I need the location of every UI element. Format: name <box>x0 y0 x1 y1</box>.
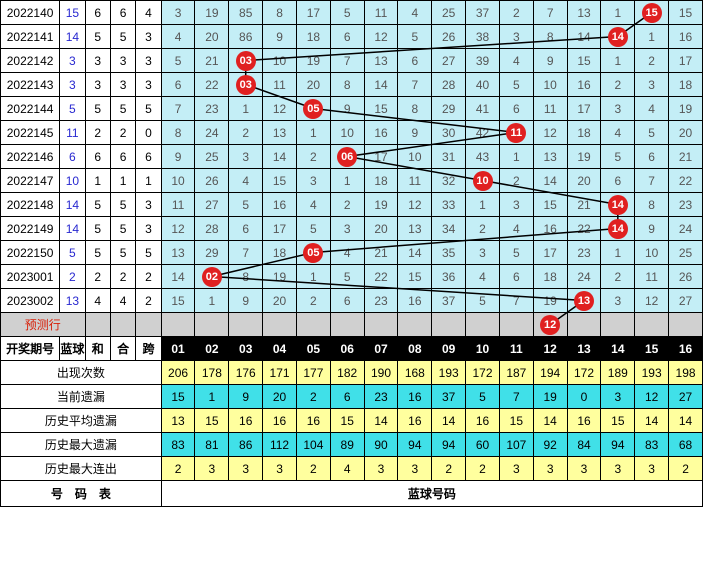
table-row: 2022140156643198581751142537271311515 <box>1 1 703 25</box>
ball-marker: 05 <box>303 99 323 119</box>
table-row: 202214233335210310197136273949151217 <box>1 49 703 73</box>
draw-number: 2022140 <box>1 1 60 25</box>
blue-value: 2 <box>60 265 85 289</box>
table-row: 20221471011110264153118113210214206722 <box>1 169 703 193</box>
table-row: 202214455557231120591582941611173419 <box>1 97 703 121</box>
draw-number: 2022148 <box>1 193 60 217</box>
blue-value: 14 <box>60 193 85 217</box>
ball-marker: 11 <box>506 123 526 143</box>
blue-value: 5 <box>60 97 85 121</box>
ball-marker: 05 <box>303 243 323 263</box>
blue-value: 13 <box>60 289 85 313</box>
table-row: 2023002134421519202623163757191331227 <box>1 289 703 313</box>
predict-label: 预测行 <box>1 313 86 337</box>
blue-value: 6 <box>60 145 85 169</box>
draw-number: 2023001 <box>1 265 60 289</box>
blue-value: 3 <box>60 73 85 97</box>
table-row: 2022146666692531420617103143113195621 <box>1 145 703 169</box>
draw-number: 2022143 <box>1 73 60 97</box>
draw-number: 2022145 <box>1 121 60 145</box>
draw-number: 2023002 <box>1 289 60 313</box>
stat-row: 历史最大连出2333243322333332 <box>1 457 703 481</box>
stat-label: 历史最大遗漏 <box>1 433 162 457</box>
draw-number: 2022149 <box>1 217 60 241</box>
ball-marker: 14 <box>608 219 628 239</box>
ball-marker: 06 <box>337 147 357 167</box>
stat-label: 历史平均遗漏 <box>1 409 162 433</box>
predict-row: 预测行 12 <box>1 313 703 337</box>
table-row: 20221481455311275164219123313152114823 <box>1 193 703 217</box>
blue-value: 5 <box>60 241 85 265</box>
ball-marker: 12 <box>540 315 560 335</box>
draw-number: 2022144 <box>1 97 60 121</box>
ball-marker: 14 <box>608 195 628 215</box>
footer-right: 蓝球号码 <box>161 481 702 507</box>
table-row: 2022141145534208691861252638381414116 <box>1 25 703 49</box>
blue-value: 14 <box>60 25 85 49</box>
table-row: 20221491455312286175320133424162214924 <box>1 217 703 241</box>
stat-row: 出现次数206178176171177182190168193172187194… <box>1 361 703 385</box>
table-row: 2023001222214028191522153646182421126 <box>1 265 703 289</box>
draw-number: 2022141 <box>1 25 60 49</box>
blue-value: 3 <box>60 49 85 73</box>
draw-number: 2022147 <box>1 169 60 193</box>
ball-marker: 10 <box>473 171 493 191</box>
lottery-trend-table: 2022140156643198581751142537271311515202… <box>0 0 703 507</box>
stat-row: 当前遗漏151920262316375719031227 <box>1 385 703 409</box>
stat-row: 历史最大遗漏8381861121048990949460107928494836… <box>1 433 703 457</box>
footer-row: 号 码 表蓝球号码 <box>1 481 703 507</box>
draw-number: 2022150 <box>1 241 60 265</box>
stat-label: 历史最大连出 <box>1 457 162 481</box>
blue-value: 10 <box>60 169 85 193</box>
table-row: 20221451122082421311016930421112184520 <box>1 121 703 145</box>
stat-label: 当前遗漏 <box>1 385 162 409</box>
ball-marker: 13 <box>574 291 594 311</box>
column-header-row: 开奖期号蓝球和合跨0102030405060708091011121314151… <box>1 337 703 361</box>
ball-marker: 03 <box>236 51 256 71</box>
draw-number: 2022146 <box>1 145 60 169</box>
draw-number: 2022142 <box>1 49 60 73</box>
ball-marker: 14 <box>608 27 628 47</box>
table-row: 20221505555132971805421143535172311025 <box>1 241 703 265</box>
blue-value: 15 <box>60 1 85 25</box>
blue-value: 11 <box>60 121 85 145</box>
blue-value: 14 <box>60 217 85 241</box>
stat-label: 出现次数 <box>1 361 162 385</box>
ball-marker: 03 <box>236 75 256 95</box>
ball-marker: 02 <box>202 267 222 287</box>
ball-marker: 15 <box>642 3 662 23</box>
footer-left: 号 码 表 <box>1 481 162 507</box>
table-row: 2022143333362203112081472840510162318 <box>1 73 703 97</box>
stat-row: 历史平均遗漏13151616161514161416151416151414 <box>1 409 703 433</box>
